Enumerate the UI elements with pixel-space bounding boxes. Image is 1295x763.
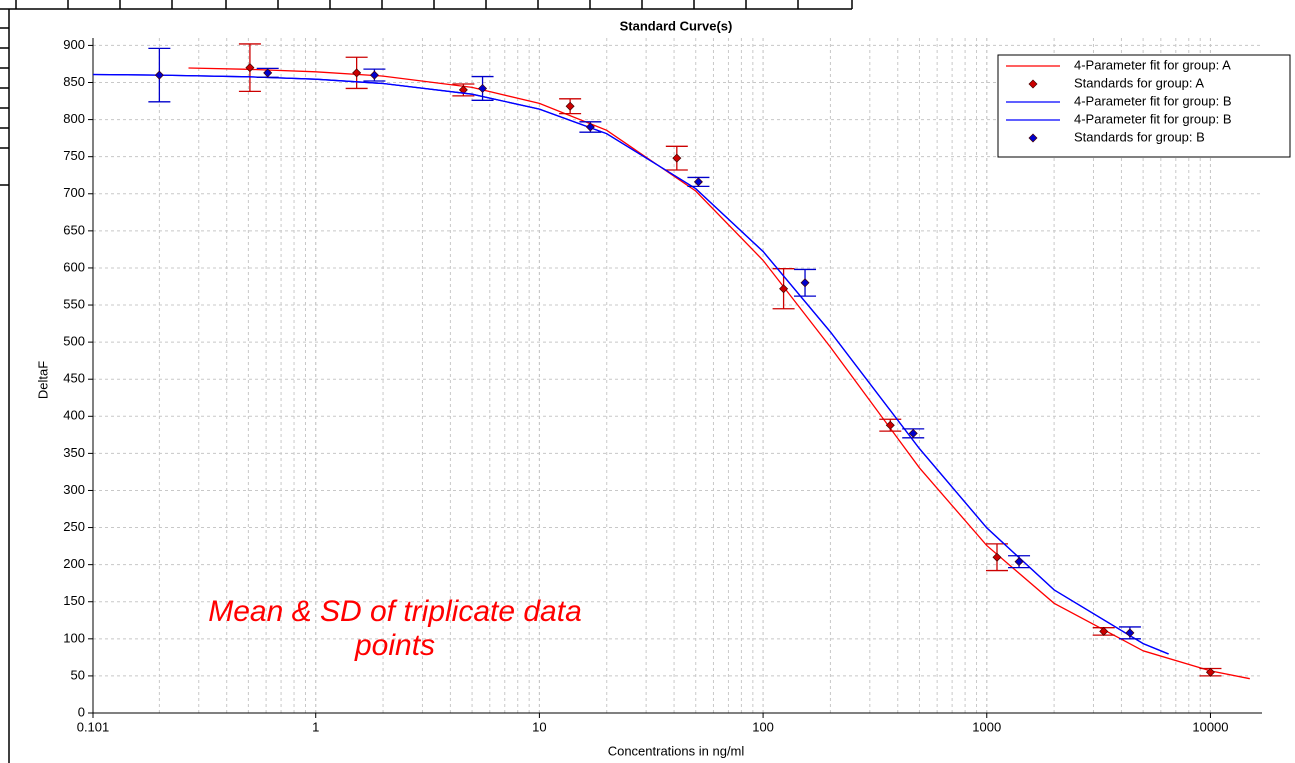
legend-swatch [1028,133,1038,143]
y-axis-label: DeltaF [35,361,50,399]
y-tick-label: 650 [63,222,85,237]
y-tick-label: 600 [63,259,85,274]
data-point [154,70,164,80]
chart-title: Standard Curve(s) [620,18,733,33]
y-tick-label: 350 [63,445,85,460]
window-frame [0,0,853,763]
y-tick-label: 850 [63,74,85,89]
data-point [800,278,810,288]
y-tick-label: 800 [63,111,85,126]
legend-label: 4-Parameter fit for group: B [1074,111,1232,126]
x-tick-label: 10 [532,719,546,734]
y-tick-label: 100 [63,630,85,645]
y-tick-label: 500 [63,334,85,349]
y-tick-label: 50 [71,667,85,682]
annotation: Mean & SD of triplicate data [208,595,582,628]
y-tick-label: 250 [63,519,85,534]
data-point [672,153,682,163]
annotation: points [354,629,435,662]
data-point [478,83,488,93]
y-tick-label: 450 [63,371,85,386]
y-tick-label: 150 [63,593,85,608]
x-tick-label: 10000 [1192,719,1228,734]
legend-box [997,54,1291,158]
data-point [245,63,255,73]
data-point [779,284,789,294]
y-tick-label: 700 [63,185,85,200]
y-tick-label: 300 [63,482,85,497]
y-tick-label: 400 [63,408,85,423]
x-tick-label: 0.101 [77,719,110,734]
x-tick-label: 1000 [972,719,1001,734]
legend-label: 4-Parameter fit for group: B [1074,93,1232,108]
legend-label: Standards for group: A [1074,75,1204,90]
x-axis-label: Concentrations in ng/ml [608,743,745,758]
data-point [458,85,468,95]
legend-swatch [1028,79,1038,89]
y-tick-label: 550 [63,296,85,311]
data-point [369,70,379,80]
y-tick-label: 0 [78,704,85,719]
data-point [1099,626,1109,636]
x-tick-label: 100 [752,719,774,734]
y-tick-label: 750 [63,148,85,163]
y-tick-label: 900 [63,37,85,52]
data-point [885,420,895,430]
data-point [1014,557,1024,567]
data-point [565,101,575,111]
legend-label: 4-Parameter fit for group: A [1074,57,1231,72]
legend-label: Standards for group: B [1074,129,1205,144]
data-point [352,68,362,78]
data-point [585,122,595,132]
data-point [992,552,1002,562]
data-point [1125,628,1135,638]
x-tick-label: 1 [312,719,319,734]
data-point [263,68,273,78]
y-tick-label: 200 [63,556,85,571]
data-point [908,428,918,438]
data-point [1205,667,1215,677]
data-point [693,177,703,187]
